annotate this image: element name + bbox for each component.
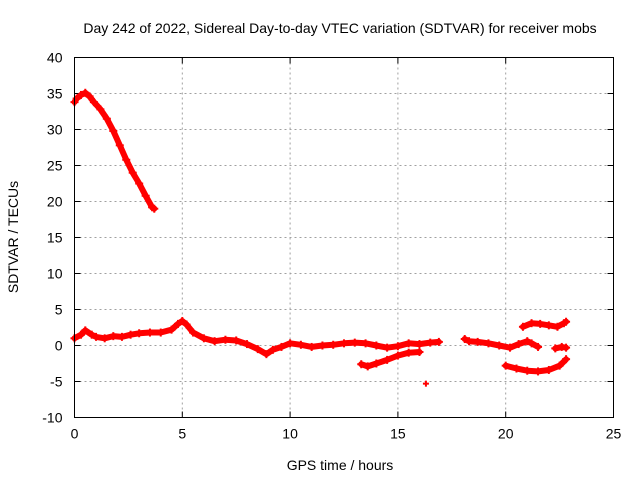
x-tick-label: 15: [390, 426, 406, 442]
y-axis-label: SDTVAR / TECUs: [5, 181, 21, 293]
y-tick-label: 30: [47, 122, 63, 138]
y-tick-label: -5: [50, 374, 63, 390]
x-tick-label: 20: [498, 426, 514, 442]
chart-title: Day 242 of 2022, Sidereal Day-to-day VTE…: [83, 20, 596, 36]
grid-layer: [74, 57, 614, 418]
series-early-decline: [70, 88, 159, 213]
series-main-band: [70, 317, 443, 359]
series-late-band: [460, 335, 543, 352]
y-tick-label: 35: [47, 86, 63, 102]
plot-frame: [74, 57, 614, 418]
y-tick-label: -10: [42, 410, 62, 426]
x-tick-label: 25: [606, 426, 622, 442]
series-layer: [70, 88, 571, 387]
series-late-mid: [551, 342, 571, 353]
y-tick-label: 15: [47, 230, 63, 246]
y-tick-label: 10: [47, 266, 63, 282]
series-outlier: [422, 380, 429, 387]
tick-layer: 0 5 10 15 20 25 -10 -5 0 5 10 15 20 25 30 35 40: [42, 50, 621, 442]
y-tick-label: 40: [47, 50, 63, 66]
series-late-lower: [501, 355, 571, 376]
y-tick-label: 5: [55, 302, 63, 318]
x-axis-label: GPS time / hours: [287, 457, 394, 473]
series-dip-branch: [357, 347, 424, 371]
x-tick-label: 5: [178, 426, 186, 442]
y-tick-label: 25: [47, 158, 63, 174]
series-band: [461, 336, 541, 351]
y-tick-label: 0: [55, 338, 63, 354]
x-tick-label: 10: [282, 426, 298, 442]
y-tick-label: 20: [47, 194, 63, 210]
x-tick-label: 0: [71, 426, 79, 442]
series-late-upper: [518, 317, 571, 331]
series-band: [71, 89, 158, 212]
